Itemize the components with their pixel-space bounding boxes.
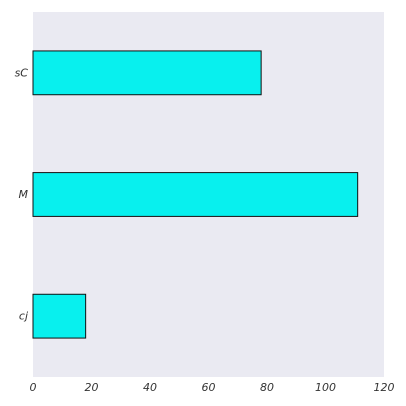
bar-M [32, 172, 359, 217]
y-tick-labels: sC Mcj [15, 66, 29, 322]
x-tick-label-40: 40 [143, 381, 157, 394]
x-tick-labels: 0 20 40 60 80 100 120 [30, 381, 395, 394]
x-tick-label-100: 100 [315, 381, 336, 394]
x-tick-label-60: 60 [202, 381, 216, 394]
x-tick-label-120: 120 [374, 381, 395, 394]
y-tick-label-sC: sC [15, 66, 29, 79]
y-tick-label-cj: cj [19, 310, 29, 323]
y-tick-label-M: M [19, 188, 29, 201]
x-tick-label-20: 20 [85, 381, 99, 394]
bar-sC [32, 50, 262, 96]
x-tick-label-0: 0 [30, 381, 37, 394]
bars-group [32, 50, 359, 339]
x-tick-label-80: 80 [260, 381, 274, 394]
bar-cj [32, 293, 87, 339]
